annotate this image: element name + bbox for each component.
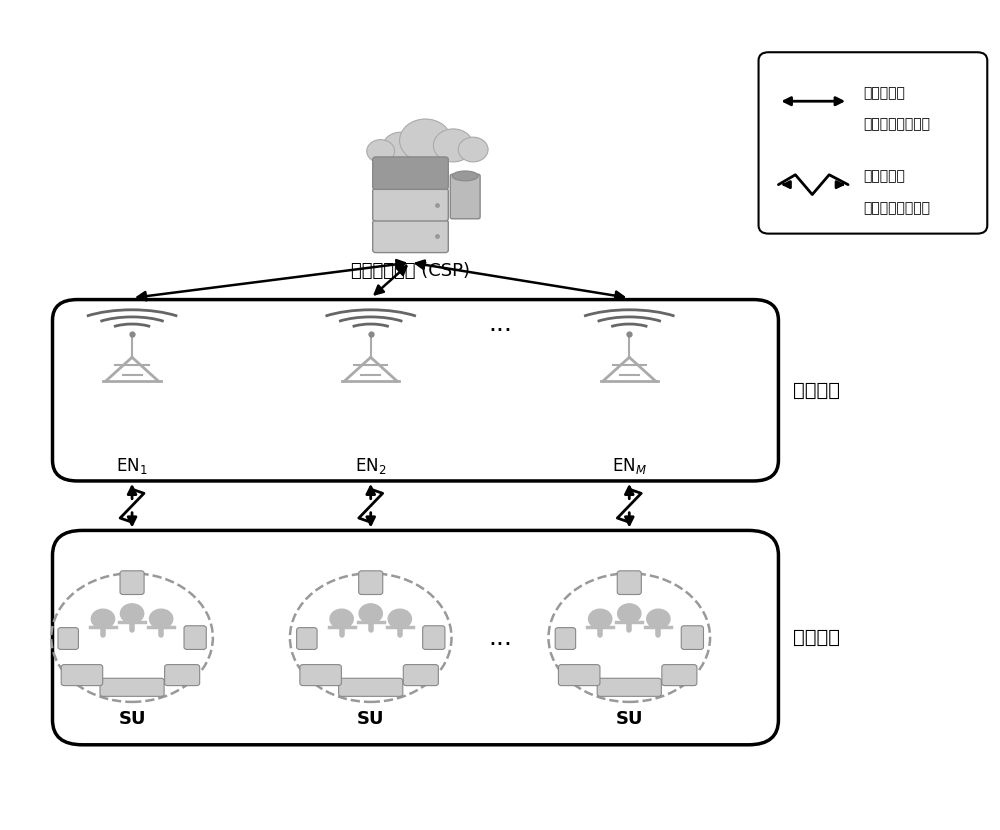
- FancyBboxPatch shape: [165, 665, 200, 686]
- Circle shape: [647, 609, 670, 628]
- Text: （基于无线网络）: （基于无线网络）: [863, 201, 930, 215]
- FancyBboxPatch shape: [423, 626, 445, 649]
- Text: 双向信息流: 双向信息流: [863, 169, 905, 183]
- Circle shape: [383, 132, 418, 162]
- Text: （基于有线网络）: （基于有线网络）: [863, 117, 930, 131]
- FancyBboxPatch shape: [558, 665, 600, 686]
- FancyBboxPatch shape: [184, 626, 206, 649]
- FancyBboxPatch shape: [300, 665, 341, 686]
- FancyBboxPatch shape: [339, 678, 403, 696]
- Text: 感知用户: 感知用户: [793, 628, 840, 647]
- FancyBboxPatch shape: [373, 157, 448, 189]
- Circle shape: [150, 609, 173, 628]
- FancyBboxPatch shape: [662, 665, 697, 686]
- FancyBboxPatch shape: [597, 678, 661, 696]
- FancyBboxPatch shape: [58, 627, 78, 649]
- Circle shape: [589, 609, 612, 628]
- FancyBboxPatch shape: [53, 300, 778, 481]
- Circle shape: [458, 137, 488, 162]
- FancyBboxPatch shape: [120, 571, 144, 594]
- FancyBboxPatch shape: [100, 678, 164, 696]
- Text: SU: SU: [118, 710, 146, 728]
- FancyBboxPatch shape: [681, 626, 703, 649]
- FancyBboxPatch shape: [297, 627, 317, 649]
- Circle shape: [330, 609, 353, 628]
- Circle shape: [120, 604, 144, 623]
- FancyBboxPatch shape: [759, 52, 987, 233]
- FancyBboxPatch shape: [359, 571, 383, 594]
- Circle shape: [400, 119, 451, 162]
- Circle shape: [618, 604, 641, 623]
- Text: ...: ...: [488, 626, 512, 650]
- Text: 边缘节点: 边缘节点: [793, 381, 840, 400]
- Circle shape: [359, 604, 382, 623]
- FancyBboxPatch shape: [61, 665, 103, 686]
- Ellipse shape: [452, 171, 478, 181]
- Circle shape: [388, 609, 411, 628]
- FancyBboxPatch shape: [53, 530, 778, 745]
- Text: $\rm EN_{\it M}$: $\rm EN_{\it M}$: [612, 457, 647, 476]
- FancyBboxPatch shape: [555, 627, 576, 649]
- Text: SU: SU: [616, 710, 643, 728]
- FancyBboxPatch shape: [373, 188, 448, 221]
- Circle shape: [367, 139, 395, 163]
- Text: ...: ...: [488, 312, 512, 336]
- Circle shape: [91, 609, 115, 628]
- Circle shape: [433, 129, 473, 162]
- FancyBboxPatch shape: [450, 174, 480, 219]
- Text: SU: SU: [357, 710, 384, 728]
- Text: 群智感知平台 (CSP): 群智感知平台 (CSP): [351, 262, 470, 281]
- Text: $\rm EN_1$: $\rm EN_1$: [116, 457, 148, 476]
- FancyBboxPatch shape: [373, 220, 448, 252]
- Text: 双向信息流: 双向信息流: [863, 86, 905, 100]
- FancyBboxPatch shape: [403, 665, 438, 686]
- FancyBboxPatch shape: [617, 571, 641, 594]
- Text: $\rm EN_2$: $\rm EN_2$: [355, 457, 386, 476]
